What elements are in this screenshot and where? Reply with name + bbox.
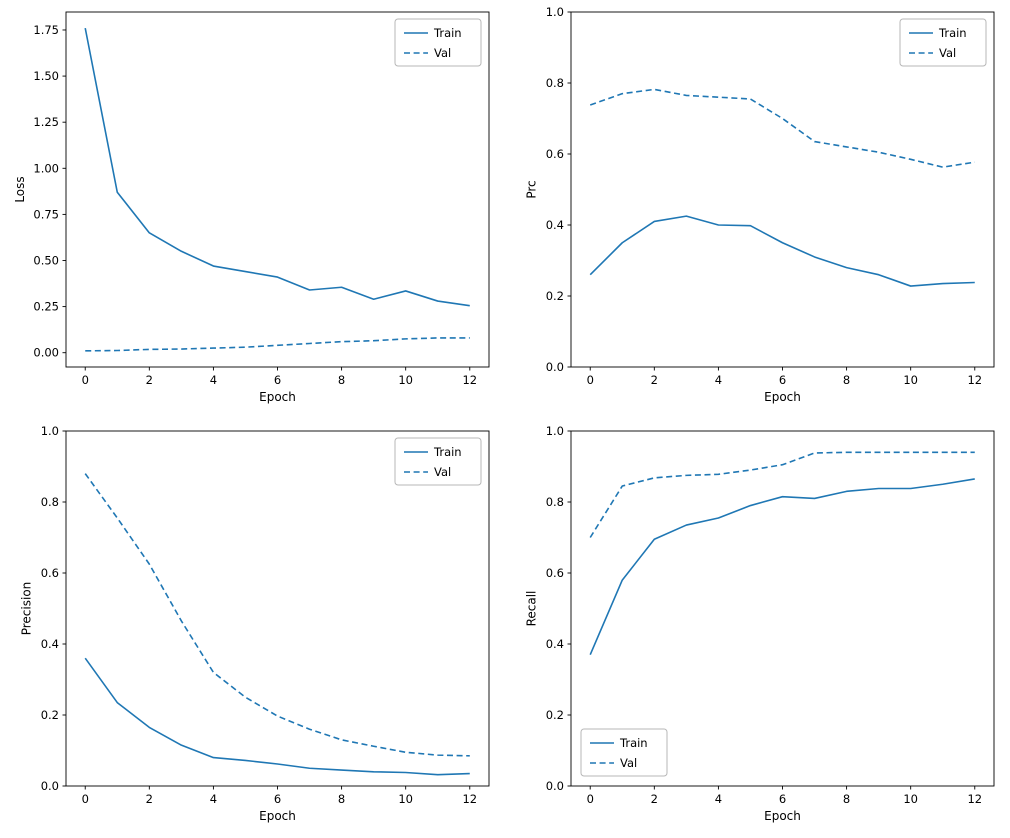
x-tick-label: 2 [146,792,153,806]
x-axis-label: Epoch [764,390,801,404]
chart-svg-precision: 0 2 4 6 8 10 12 0.0 0.2 0.4 0.6 0.8 1.0 Epoch Precisio… [20,424,490,823]
y-axis-label: Prc [525,180,539,198]
y-tick-label: 1.75 [33,23,59,37]
x-tick-label: 4 [210,373,217,387]
chart-recall: 0 2 4 6 8 10 12 0.0 0.2 0.4 0.6 0.8 1.0 Epoch Recall Tr… [505,419,1010,838]
legend-label-train: Train [938,26,967,40]
train-line [84,27,470,307]
y-tick-label: 1.50 [33,69,59,83]
y-tick-label: 0.4 [546,218,564,232]
y-tick-label: 0.6 [546,566,564,580]
x-tick-label: 2 [651,373,658,387]
x-tick-label: 2 [651,792,658,806]
y-tick-label: 0.75 [33,207,59,221]
x-tick-label: 4 [210,792,217,806]
legend-label-train: Train [433,445,462,459]
x-tick-label: 6 [779,373,786,387]
x-tick-label: 4 [715,373,722,387]
legend-box [580,728,668,777]
y-axis-label: Recall [525,591,539,627]
x-tick-label: 10 [903,373,918,387]
legend-label-train: Train [433,26,462,40]
y-tick-label: 0.4 [546,637,564,651]
chart-prc: 0 2 4 6 8 10 12 0.0 0.2 0.4 0.6 0.8 1.0 Epoch Prc Train… [505,0,1010,419]
x-tick-label: 12 [967,792,982,806]
x-tick-label: 8 [843,373,850,387]
chart-precision: 0 2 4 6 8 10 12 0.0 0.2 0.4 0.6 0.8 1.0 Epoch Precisio… [0,419,505,838]
x-axis-label: Epoch [764,809,801,823]
legend-box [394,18,482,67]
x-axis-label: Epoch [259,390,296,404]
y-tick-label: 0.0 [546,779,564,793]
x-tick-label: 0 [82,792,89,806]
x-tick-label: 0 [82,373,89,387]
x-tick-label: 10 [903,792,918,806]
y-tick-label: 0.25 [33,300,59,314]
y-tick-label: 1.00 [33,161,59,175]
y-tick-label: 1.25 [33,115,59,129]
y-tick-label: 0.8 [546,495,564,509]
legend-label-val: Val [939,46,956,60]
y-tick-label: 0.2 [546,289,564,303]
y-tick-label: 0.8 [546,76,564,90]
x-tick-label: 6 [274,792,281,806]
val-line [85,337,470,352]
y-tick-label: 0.2 [41,708,59,722]
y-axis-label: Precision [20,582,34,636]
legend-label-val: Val [620,756,637,770]
y-tick-label: 1.0 [546,424,564,438]
y-tick-label: 0.0 [41,779,59,793]
val-line [84,473,470,757]
legend-box [394,437,482,486]
x-tick-label: 12 [967,373,982,387]
legend: Train Val [394,18,482,67]
x-tick-label: 8 [843,792,850,806]
y-tick-label: 0.8 [41,495,59,509]
x-tick-label: 12 [462,373,477,387]
x-tick-label: 2 [146,373,153,387]
y-tick-label: 0.0 [546,360,564,374]
x-tick-label: 0 [587,792,594,806]
legend: Train Val [394,437,482,486]
x-tick-label: 6 [274,373,281,387]
y-tick-label: 1.0 [546,5,564,19]
legend-label-val: Val [434,46,451,60]
x-tick-label: 8 [338,373,345,387]
legend: Train Val [580,728,668,777]
y-tick-label: 0.2 [546,708,564,722]
x-tick-label: 10 [398,792,413,806]
chart-svg-loss: 0 2 4 6 8 10 12 0.00 0.25 0.50 0.75 1.00 1.25 1.50 1.7… [13,11,490,404]
val-line [589,88,975,168]
x-tick-label: 10 [398,373,413,387]
legend: Train Val [899,18,987,67]
chart-loss: 0 2 4 6 8 10 12 0.00 0.25 0.50 0.75 1.00 1.25 1.50 1.7… [0,0,505,419]
x-tick-label: 0 [587,373,594,387]
legend-box [899,18,987,67]
y-tick-label: 1.0 [41,424,59,438]
y-tick-label: 0.4 [41,637,59,651]
chart-svg-recall: 0 2 4 6 8 10 12 0.0 0.2 0.4 0.6 0.8 1.0 Epoch Recall Tr… [525,424,995,823]
train-line [589,478,975,655]
train-line [84,657,470,776]
x-tick-label: 12 [462,792,477,806]
y-tick-label: 0.6 [546,147,564,161]
x-tick-label: 4 [715,792,722,806]
train-line [589,215,975,287]
y-tick-label: 0.00 [33,346,59,360]
x-tick-label: 8 [338,792,345,806]
val-line [589,451,975,538]
x-tick-label: 6 [779,792,786,806]
y-tick-label: 0.6 [41,566,59,580]
x-axis-label: Epoch [259,809,296,823]
y-axis-label: Loss [13,176,27,202]
chart-svg-prc: 0 2 4 6 8 10 12 0.0 0.2 0.4 0.6 0.8 1.0 Epoch Prc Train… [525,5,995,404]
legend-label-val: Val [434,465,451,479]
legend-label-train: Train [619,736,648,750]
y-tick-label: 0.50 [33,254,59,268]
